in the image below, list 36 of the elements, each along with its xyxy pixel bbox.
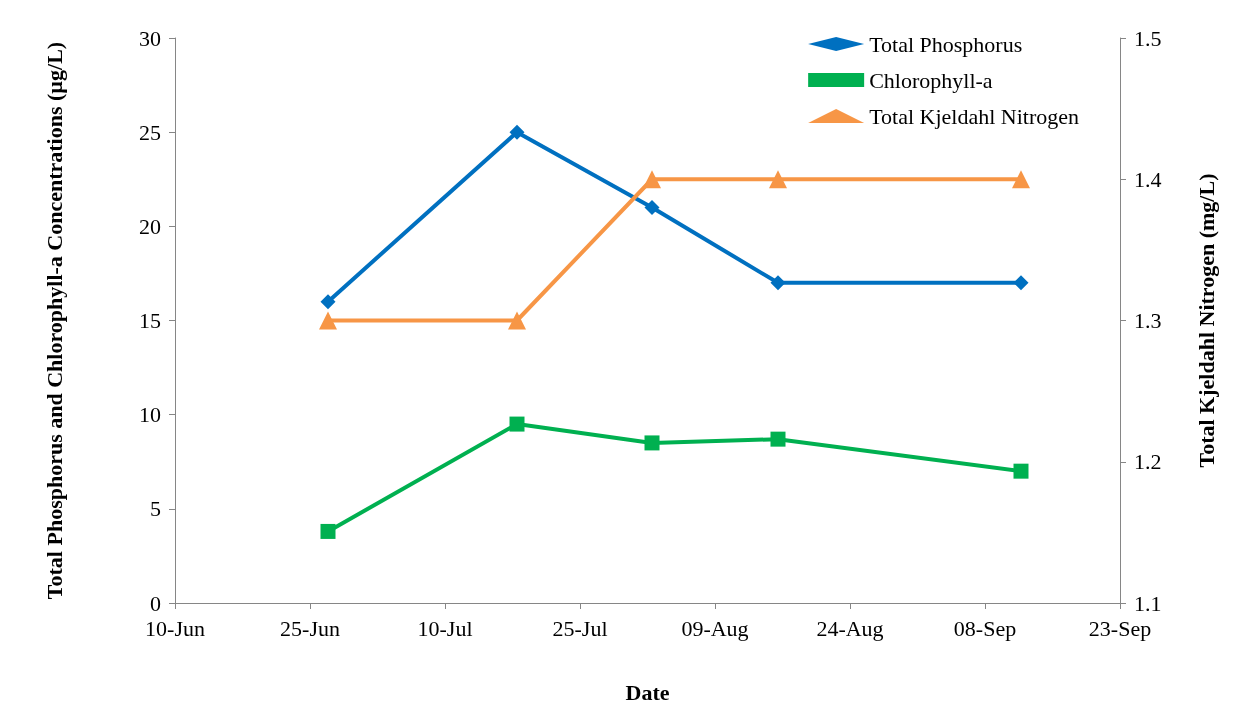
y-tick-label: 20	[139, 213, 161, 239]
y-tick-label: 15	[139, 308, 161, 333]
x-tick-label: 08-Sep	[953, 615, 1017, 641]
legend-label: Chlorophyll-a	[869, 67, 993, 93]
y-tick-label: 10	[139, 402, 161, 428]
y-tick-label: 5	[150, 496, 161, 522]
y2-tick-label: 1.5	[1134, 25, 1162, 51]
point	[1013, 463, 1029, 479]
x-tick-label: 09-Aug	[681, 615, 749, 641]
point	[320, 523, 336, 539]
y2-axis-title: Total Kjeldahl Nitrogen (mg/L)	[1193, 173, 1219, 468]
y-tick-label: 30	[139, 25, 161, 51]
point	[320, 294, 336, 310]
point	[770, 431, 786, 447]
x-tick-label: 24-Aug	[816, 615, 884, 641]
point	[509, 416, 525, 432]
legend-label: Total Kjeldahl Nitrogen	[869, 103, 1080, 129]
x-tick-label: 25-Jul	[552, 615, 608, 641]
x-tick-label: 10-Jul	[417, 615, 473, 641]
y2-tick-label: 1.4	[1134, 166, 1162, 192]
point	[770, 275, 786, 291]
y2-tick-label: 1.1	[1134, 590, 1162, 616]
x-tick-label: 10-Jun	[145, 615, 205, 641]
point	[509, 124, 525, 140]
legend-label: Total Phosphorus	[869, 31, 1023, 57]
point	[644, 435, 660, 451]
x-tick-label: 25-Jun	[280, 615, 340, 641]
point	[1013, 275, 1029, 291]
x-axis-title: Date	[625, 679, 670, 705]
y2-tick-label: 1.2	[1134, 449, 1162, 475]
y2-tick-label: 1.3	[1134, 308, 1162, 333]
y-tick-label: 0	[150, 590, 161, 616]
y-axis-title: Total Phosphorus and Chlorophyll-a Concentrations (µg/L)	[41, 41, 67, 600]
point	[644, 200, 660, 215]
x-tick-label: 23-Sep	[1088, 615, 1152, 641]
y-tick-label: 25	[139, 119, 161, 145]
